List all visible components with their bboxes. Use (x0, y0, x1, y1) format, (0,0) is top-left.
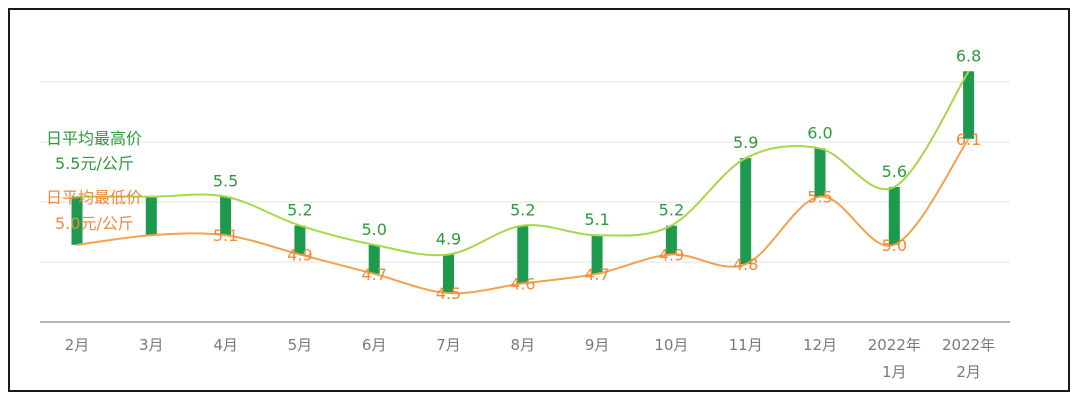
x-tick-label: 3月 (139, 336, 164, 354)
data-label-high: 5.2 (287, 201, 312, 220)
range-bar (443, 254, 454, 294)
x-tick-label: 7月 (436, 336, 461, 354)
x-tick-label: 5月 (288, 336, 313, 354)
data-label-low: 4.9 (659, 246, 684, 265)
data-label-low: 4.6 (510, 274, 535, 293)
data-label-low: 5.1 (213, 226, 238, 245)
range-bar (665, 225, 677, 255)
range-bar (963, 71, 975, 139)
data-label-high: 4.9 (436, 230, 461, 249)
data-label-high: 5.9 (733, 133, 758, 152)
range-bar (368, 244, 380, 274)
data-label-low: 6.1 (956, 130, 981, 149)
data-labels: 5.5 5.1 5.2 4.9 5.0 4.7 4.9 4.5 5.2 4.6 5.1 4.7 5.2 4… (213, 46, 981, 303)
data-label-high: 5.6 (882, 162, 907, 181)
range-bar (71, 196, 83, 245)
x-tick-label: 8月 (511, 336, 536, 354)
data-label-low: 5.0 (882, 236, 907, 255)
data-label-high: 5.5 (213, 172, 238, 191)
data-label-high: 5.2 (659, 201, 684, 220)
legend-low-value: 5.0元/公斤 (55, 214, 134, 233)
data-label-low: 4.7 (584, 265, 609, 284)
range-bar (888, 187, 900, 245)
data-label-low: 4.9 (287, 246, 312, 265)
data-label-high: 6.8 (956, 46, 981, 65)
data-label-high: 5.0 (361, 220, 386, 239)
x-tick-label: 6月 (362, 336, 387, 354)
range-bar (145, 196, 157, 236)
legend: 日平均最高价 5.5元/公斤 日平均最低价 5.0元/公斤 (46, 129, 142, 233)
legend-high-value: 5.5元/公斤 (55, 154, 134, 173)
x-tick-label: 12月 (803, 336, 837, 354)
data-label-high: 5.1 (584, 210, 609, 229)
grid-lines (40, 81, 1010, 323)
range-bar (591, 235, 603, 274)
range-bar (294, 225, 306, 255)
x-tick-label: 11月 (729, 336, 763, 354)
range-bar (517, 225, 529, 284)
x-axis-ticks: 2月 3月 4月 5月 6月 7月 8月 9月 10月 11月 12月 2022年 1月 2022年 2月 (65, 336, 995, 381)
data-label-low: 4.8 (733, 255, 758, 274)
range-bar (740, 158, 752, 265)
x-tick-label: 2022年 (942, 336, 995, 354)
range-bar (814, 148, 826, 197)
data-label-high: 6.0 (807, 123, 832, 142)
x-tick-label: 1月 (882, 363, 907, 381)
x-tick-label: 10月 (654, 336, 688, 354)
range-bar (220, 196, 232, 236)
series-line-low (76, 138, 970, 295)
data-label-high: 5.2 (510, 201, 535, 220)
range-bars (71, 71, 975, 294)
series-line-high (77, 70, 970, 257)
data-label-low: 4.5 (436, 284, 461, 303)
legend-low-title: 日平均最低价 (46, 188, 142, 207)
legend-high-title: 日平均最高价 (46, 129, 142, 148)
x-tick-label: 2月 (65, 336, 90, 354)
x-tick-label: 2022年 (868, 336, 921, 354)
series-lines (76, 70, 970, 295)
x-tick-label: 4月 (213, 336, 238, 354)
data-label-low: 4.7 (361, 265, 386, 284)
data-label-low: 5.5 (807, 188, 832, 207)
x-tick-label: 2月 (956, 363, 981, 381)
x-tick-label: 9月 (585, 336, 610, 354)
